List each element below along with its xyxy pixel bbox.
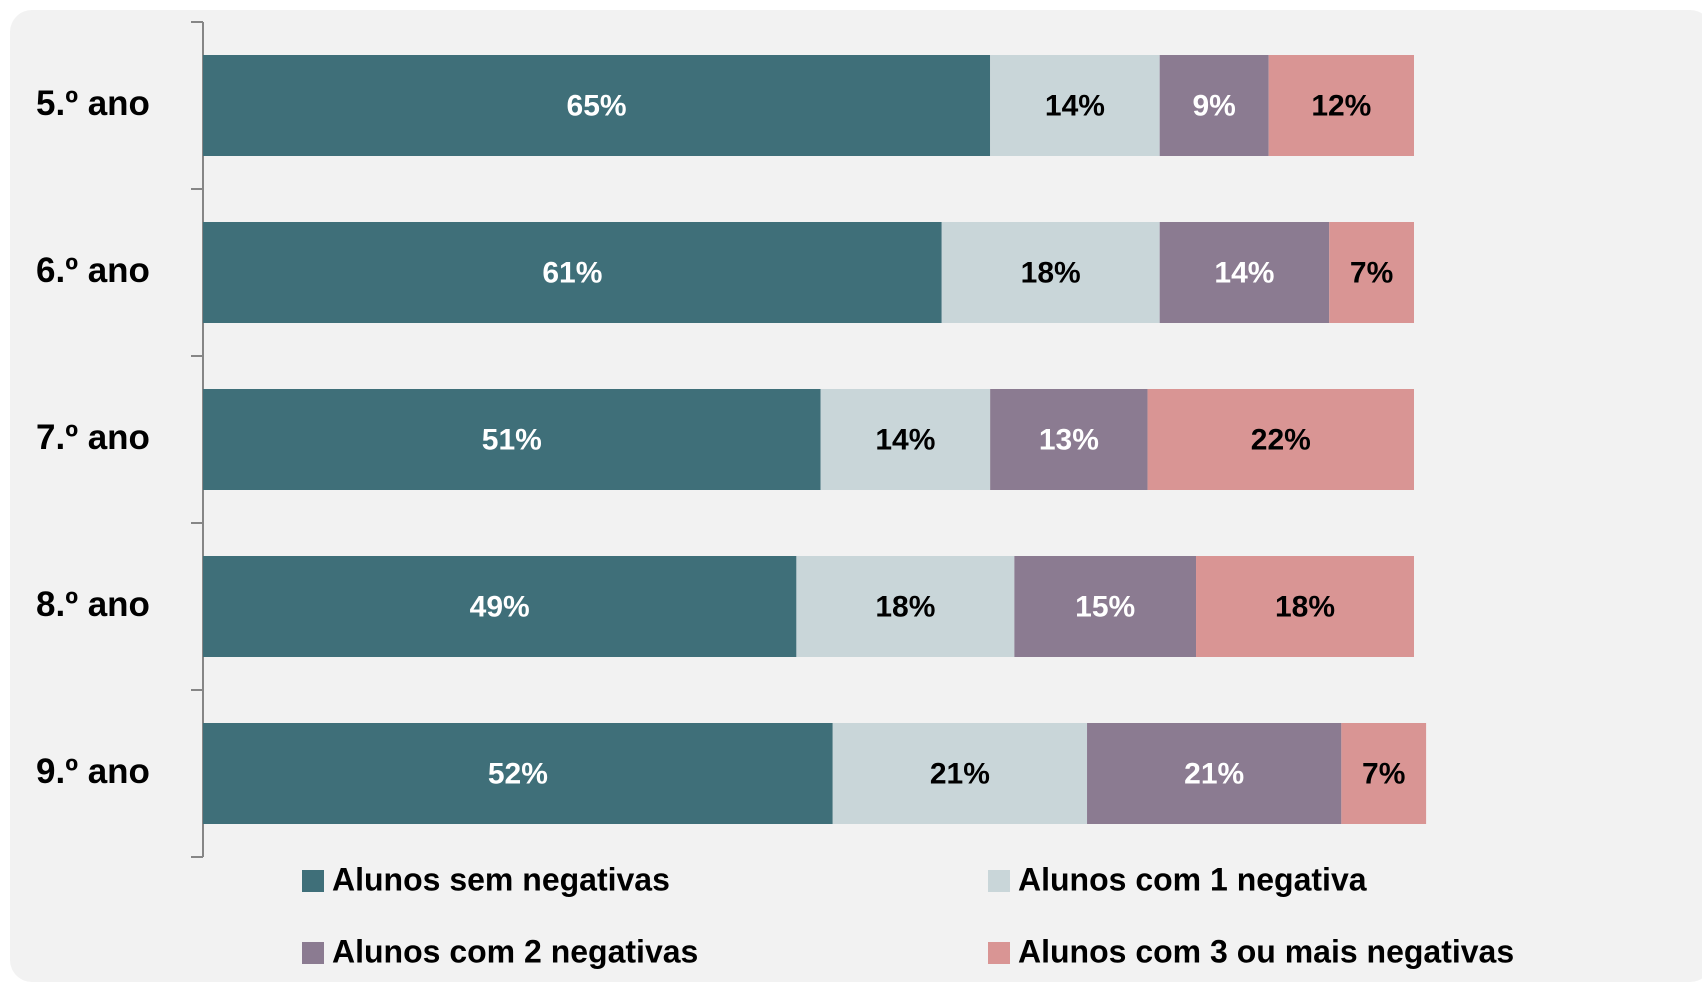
bar-segment [1341, 723, 1427, 824]
category-label: 9.º ano [36, 752, 150, 791]
bar-segment [1196, 556, 1414, 657]
data-label: 18% [875, 590, 935, 623]
category-label: 6.º ano [36, 251, 150, 290]
legend-swatch [302, 942, 324, 964]
bar-segment [203, 389, 821, 490]
data-label: 7% [1350, 256, 1393, 289]
bar-segment [1147, 389, 1414, 490]
data-label: 14% [1214, 256, 1274, 289]
category-label: 7.º ano [36, 418, 150, 457]
data-label: 18% [1021, 256, 1081, 289]
legend-swatch [988, 942, 1010, 964]
category-label: 5.º ano [36, 84, 150, 123]
legend-swatch [302, 870, 324, 892]
data-label: 12% [1311, 89, 1371, 122]
legend-swatch [988, 870, 1010, 892]
data-label: 21% [1184, 757, 1244, 790]
legend-label: Alunos sem negativas [332, 861, 670, 897]
data-label: 13% [1039, 423, 1099, 456]
bar-segment [796, 556, 1015, 657]
bar-segment [1268, 55, 1414, 156]
bar-segment [1087, 723, 1342, 824]
bar-segment [941, 222, 1160, 323]
bar-segment [203, 723, 833, 824]
legend-label: Alunos com 3 ou mais negativas [1018, 933, 1514, 969]
bar-segment [820, 389, 991, 490]
bar-segment [203, 556, 797, 657]
legend-label: Alunos com 1 negativa [1018, 861, 1367, 897]
data-label: 65% [567, 89, 627, 122]
bar-segment [1329, 222, 1414, 323]
data-label: 7% [1362, 757, 1405, 790]
bar-segment [990, 55, 1160, 156]
data-label: 52% [488, 757, 548, 790]
bar-segment [1014, 556, 1197, 657]
data-label: 49% [470, 590, 530, 623]
data-label: 18% [1275, 590, 1335, 623]
bar-segment [1159, 222, 1330, 323]
data-label: 9% [1193, 89, 1236, 122]
bar-segment [990, 389, 1148, 490]
data-label: 15% [1075, 590, 1135, 623]
data-label: 21% [930, 757, 990, 790]
bar-segment [203, 55, 991, 156]
legend-label: Alunos com 2 negativas [332, 933, 698, 969]
bar-segment [1159, 55, 1269, 156]
data-label: 14% [1045, 89, 1105, 122]
data-label: 51% [482, 423, 542, 456]
category-label: 8.º ano [36, 585, 150, 624]
bar-segment [832, 723, 1088, 824]
data-label: 22% [1251, 423, 1311, 456]
data-label: 14% [875, 423, 935, 456]
data-label: 61% [542, 256, 602, 289]
bar-segment [203, 222, 942, 323]
